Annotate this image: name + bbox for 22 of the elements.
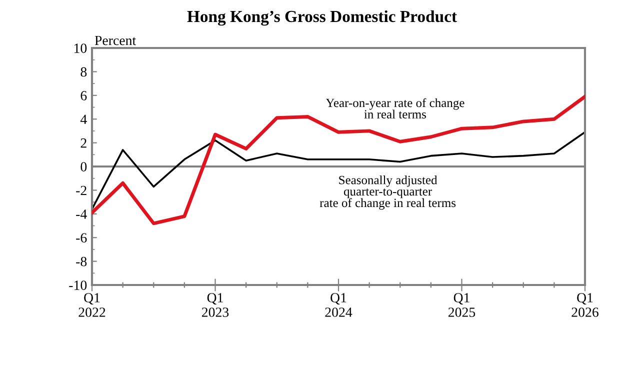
x-tick-label: Q1 2024 bbox=[325, 293, 352, 317]
y-tick-label: 10 bbox=[74, 44, 87, 53]
chart-title: Hong Kong’s Gross Domestic Product bbox=[187, 10, 457, 26]
x-tick-label: Q1 2022 bbox=[78, 293, 106, 317]
x-tick-label: Q1 2023 bbox=[202, 293, 229, 317]
series-label: Year-on-year rate of change in real terms bbox=[326, 98, 464, 118]
y-tick-label: 2 bbox=[80, 138, 86, 148]
y-axis-title: Percent bbox=[94, 36, 136, 46]
y-tick-label: 6 bbox=[80, 91, 87, 100]
y-tick-label: -10 bbox=[69, 280, 87, 290]
x-tick-label: Q1 2025 bbox=[448, 293, 476, 317]
series-label: Seasonally adjusted quarter-to-quarter rate of change in real terms bbox=[320, 175, 456, 210]
line-series bbox=[92, 94, 585, 226]
line-series bbox=[92, 131, 585, 210]
y-tick-label: 0 bbox=[80, 162, 87, 172]
x-tick-label: Q1 2026 bbox=[572, 293, 598, 317]
y-tick-label: -2 bbox=[76, 186, 86, 196]
y-tick-label: 4 bbox=[80, 114, 87, 124]
y-tick-label: -8 bbox=[76, 256, 87, 266]
y-tick-label: 8 bbox=[80, 67, 87, 77]
y-tick-label: -6 bbox=[76, 233, 87, 243]
y-tick-label: -4 bbox=[76, 210, 87, 219]
